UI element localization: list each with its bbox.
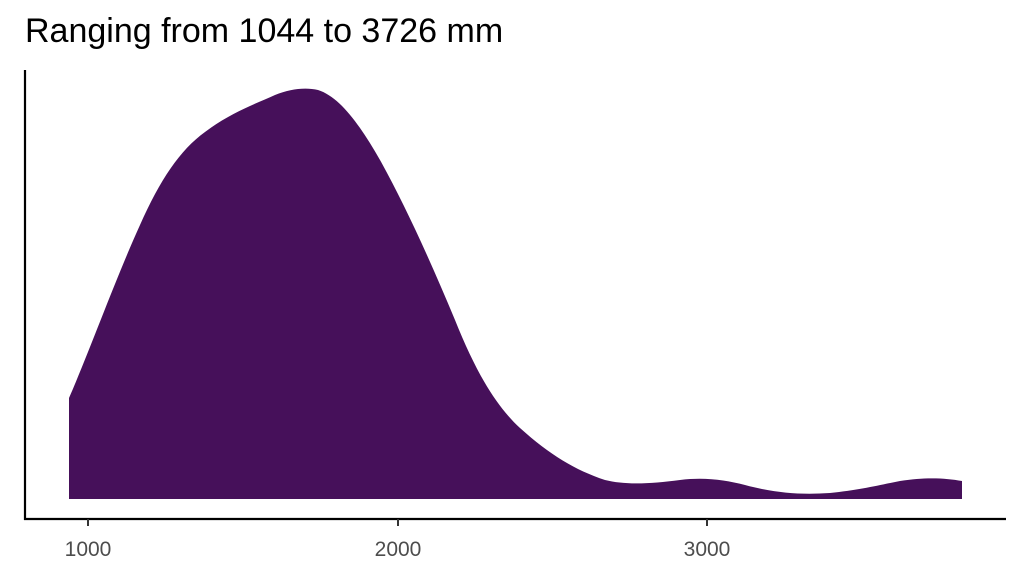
tick-label-2000: 2000 xyxy=(375,538,422,561)
tick-label-1000: 1000 xyxy=(65,538,112,561)
chart-title: Ranging from 1044 to 3726 mm xyxy=(25,12,504,50)
tick-label-3000: 3000 xyxy=(684,538,731,561)
x-axis-ticks: 1000 2000 3000 xyxy=(65,519,731,561)
density-area xyxy=(69,88,962,499)
